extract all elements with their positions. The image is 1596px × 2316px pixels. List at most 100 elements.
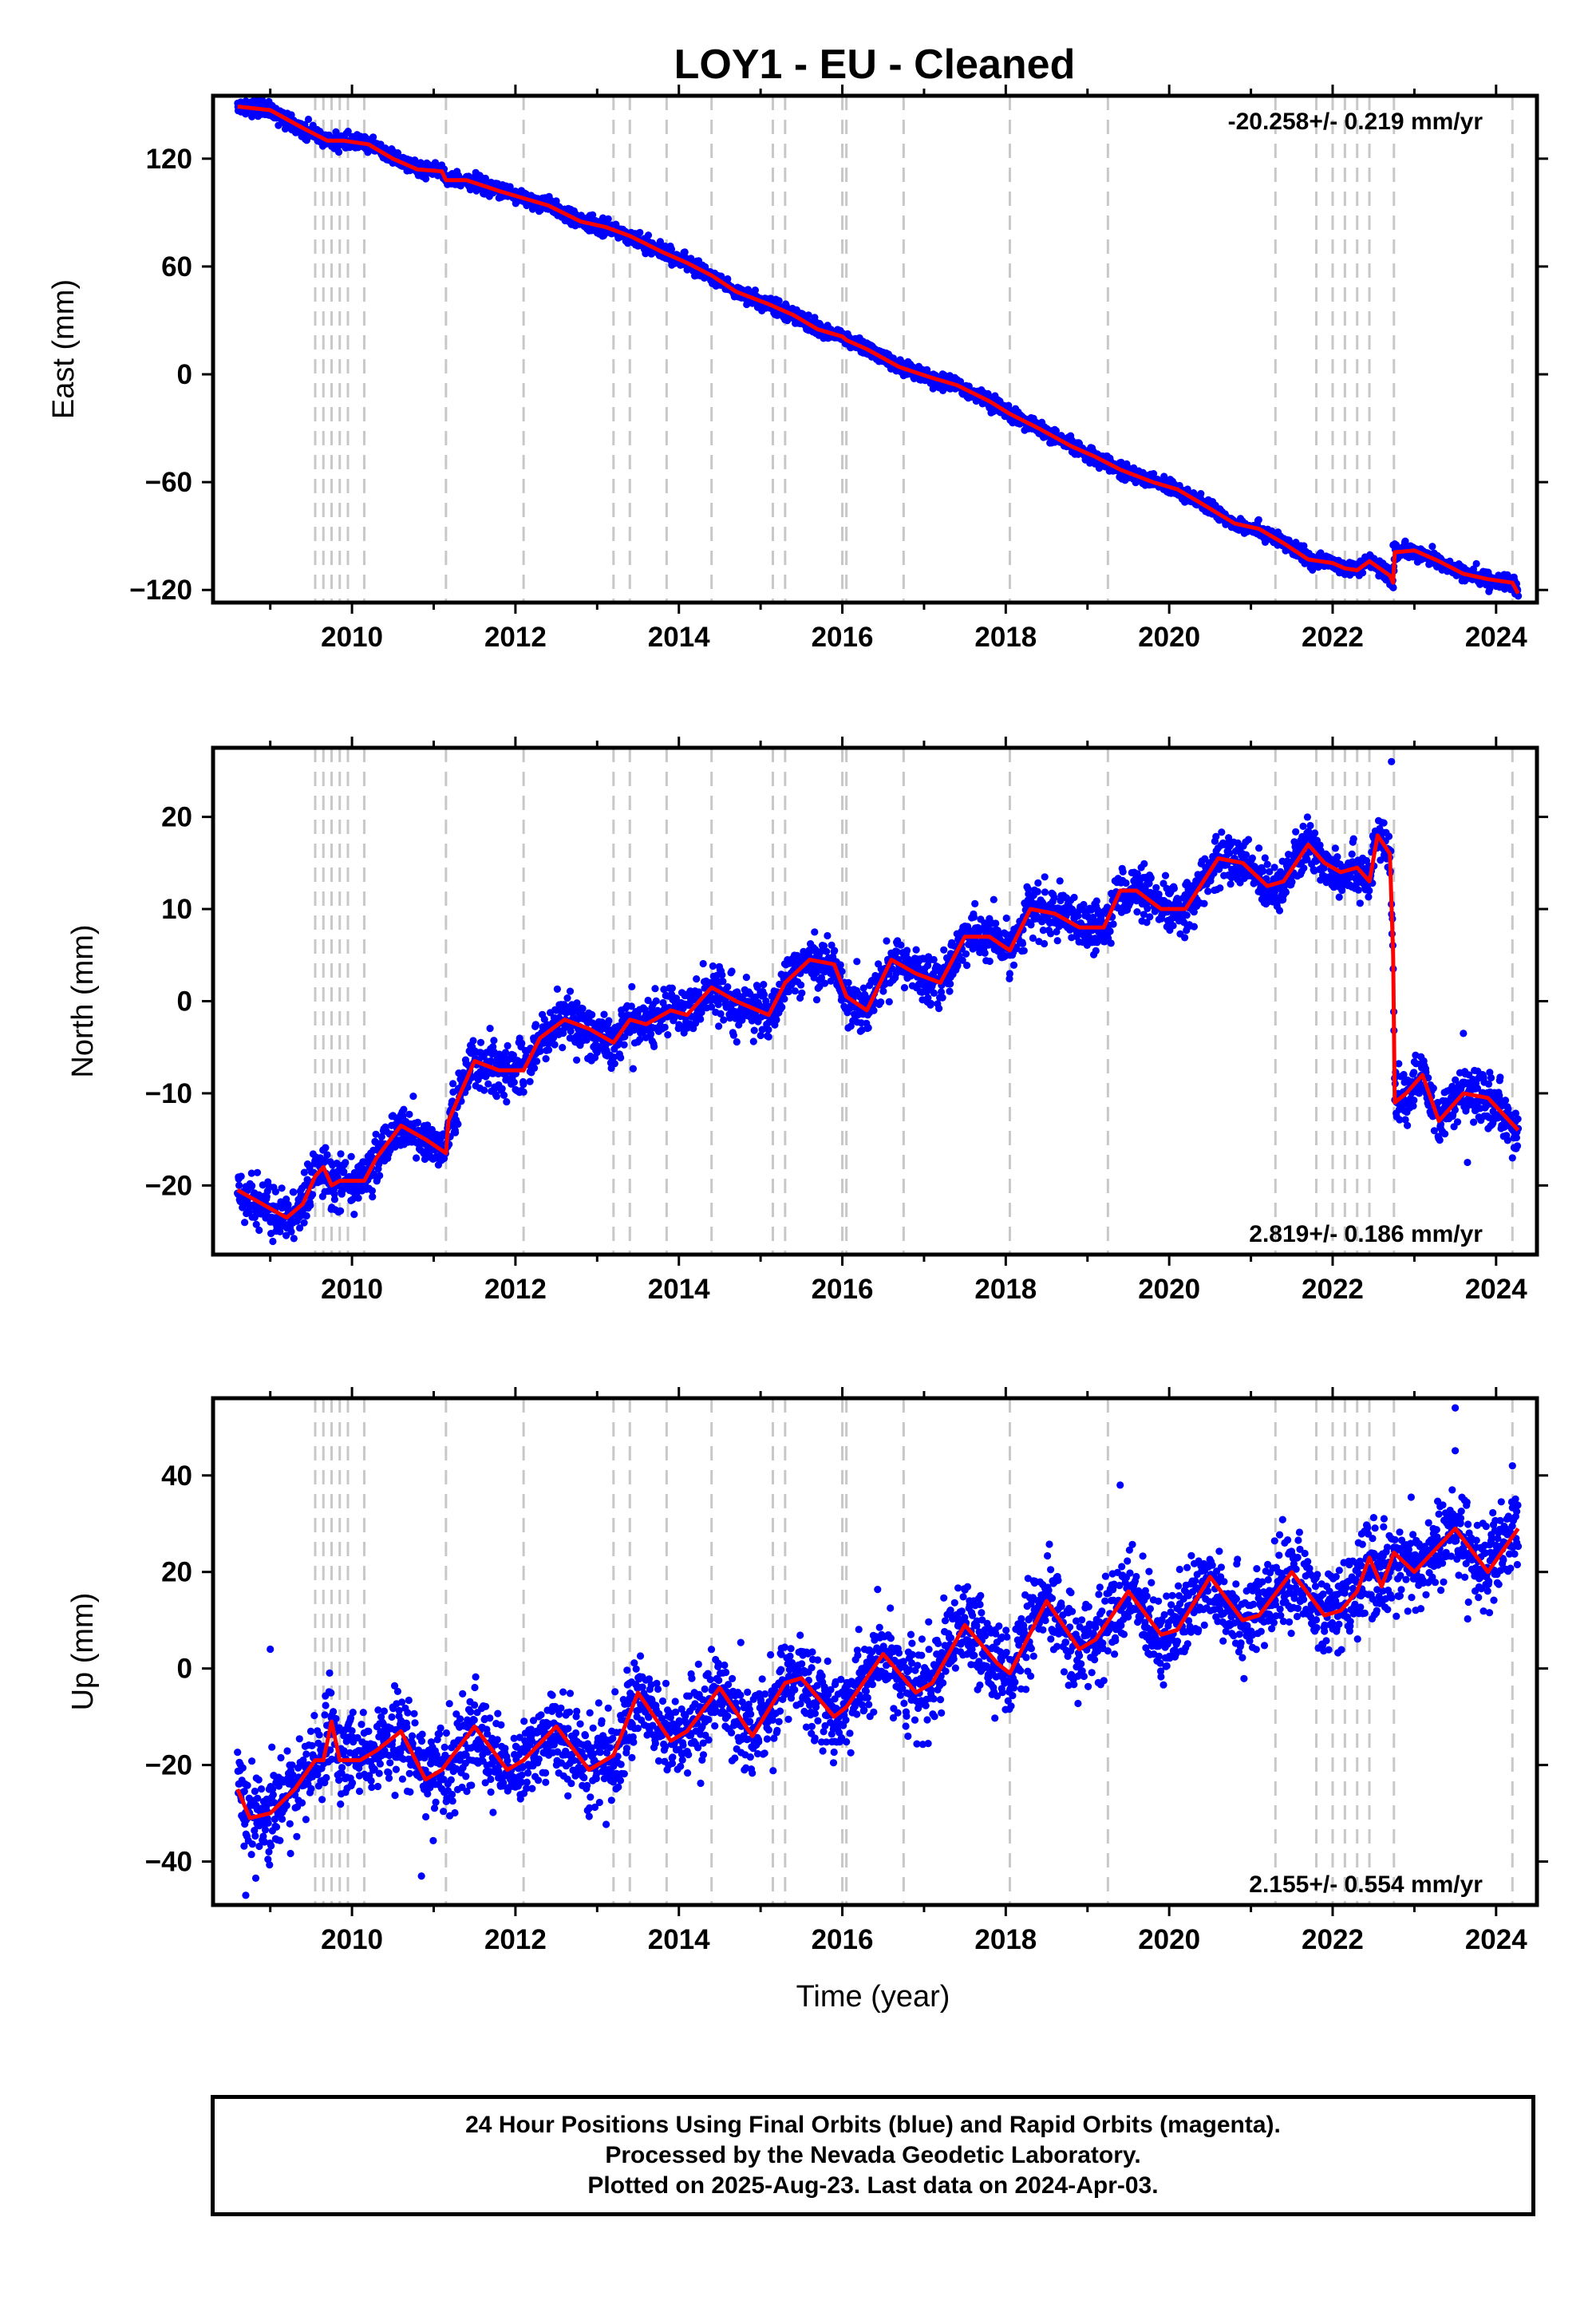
east-y-tick-label: 120 (146, 144, 192, 175)
north-data-point (885, 998, 893, 1006)
north-data-point (573, 999, 581, 1007)
east-data-point (1515, 592, 1523, 600)
east-data-point (332, 128, 340, 136)
east-x-tick-label: 2020 (1138, 622, 1200, 653)
east-panel: 2010 2012 2014 2016 2018 2020 2022 2024120600−6… (47, 85, 1548, 653)
north-data-point (877, 998, 885, 1006)
north-data-point (476, 1038, 485, 1046)
north-data-point (797, 981, 805, 989)
north-data-point (708, 1003, 716, 1011)
north-data-point (827, 977, 835, 985)
east-data-point (304, 115, 313, 124)
north-data-point (699, 959, 707, 968)
north-data-point (269, 1237, 277, 1246)
east-data-point (334, 148, 343, 156)
north-data-point (709, 962, 717, 970)
east-y-axis-label: East (mm) (47, 279, 81, 419)
north-data-point (531, 1021, 540, 1029)
north-data-point (733, 1037, 741, 1046)
north-data-point (276, 1227, 284, 1235)
east-data-point (344, 128, 352, 136)
east-data-point (724, 275, 732, 283)
north-data-point (337, 1207, 345, 1215)
north-data-point (454, 1120, 462, 1128)
north-data-point (369, 1193, 377, 1201)
north-data-point (284, 1200, 292, 1209)
north-data-point (309, 1191, 317, 1199)
north-data-point (296, 1224, 304, 1232)
north-data-point (469, 1037, 477, 1045)
east-event-lines (314, 96, 1514, 603)
north-data-point (272, 1203, 280, 1211)
east-data-point (604, 215, 612, 223)
east-data-point (799, 310, 807, 318)
north-data-point (760, 981, 768, 989)
north-data-point (559, 1030, 567, 1037)
east-x-axis: 2010 2012 2014 2016 2018 2020 2022 2024 (269, 85, 1527, 653)
north-data-point (248, 1182, 256, 1190)
north-data-point (330, 1190, 338, 1198)
north-data-point (719, 978, 727, 986)
north-data-point (518, 1039, 526, 1047)
north-data-point (252, 1220, 260, 1228)
east-data-point (589, 211, 597, 219)
north-data-point (282, 1196, 290, 1203)
north-data-point (544, 1046, 553, 1054)
north-data-point (816, 982, 824, 990)
north-data-point (290, 1235, 298, 1243)
north-data-point (400, 1105, 408, 1113)
north-data-point (424, 1121, 432, 1129)
east-x-tick-label: 2024 (1465, 622, 1527, 653)
north-data-point (661, 1023, 669, 1031)
figure-title: LOY1 - EU - Cleaned (674, 41, 1076, 88)
north-data-point (566, 987, 575, 995)
north-data-point (563, 994, 571, 1002)
north-data-point (629, 1065, 638, 1073)
north-data-point (652, 997, 660, 1005)
north-data-point (300, 1219, 308, 1227)
east-x-tick-label: 2022 (1302, 622, 1364, 653)
north-data-point (531, 1064, 539, 1072)
north-data-point (501, 1049, 510, 1057)
north-data-point (764, 1026, 772, 1034)
north-data-point (831, 947, 839, 954)
east-x-tick-label: 2018 (974, 622, 1037, 653)
north-data-point (354, 1194, 362, 1202)
east-data-point (681, 248, 689, 256)
north-data-point (644, 996, 652, 1005)
north-data-point (764, 1033, 772, 1041)
north-data-point (870, 1006, 878, 1014)
north-data-point (627, 1002, 635, 1010)
north-data-point (628, 982, 636, 990)
north-data-point (323, 1151, 331, 1159)
north-data-point (579, 1005, 587, 1013)
north-data-point (282, 1231, 290, 1239)
north-data-point (498, 1085, 506, 1093)
east-data-point (636, 228, 644, 236)
east-x-tick-label: 2016 (812, 622, 874, 653)
north-data-point (492, 1093, 501, 1101)
north-data-point (762, 997, 770, 1005)
east-y-tick-label: −60 (145, 467, 192, 498)
north-data-point (883, 937, 891, 945)
north-data-point (724, 983, 732, 991)
north-data-point (824, 931, 832, 940)
east-x-tick-label: 2014 (648, 622, 710, 653)
east-y-tick-label: 0 (177, 359, 192, 390)
east-data-point (369, 133, 377, 141)
east-data-point (1160, 472, 1168, 480)
north-data-point (817, 974, 826, 982)
north-data-point (510, 1078, 518, 1086)
north-data-point (241, 1219, 249, 1227)
north-data-point (519, 1081, 527, 1089)
north-data-point (337, 1150, 345, 1158)
east-data-point (1359, 569, 1367, 577)
north-data-point (290, 1188, 298, 1196)
north-data-point (300, 1168, 308, 1176)
north-data-point (263, 1192, 271, 1200)
north-data-point (780, 995, 788, 1003)
north-data-point (322, 1144, 330, 1152)
east-data-point (1401, 537, 1409, 545)
